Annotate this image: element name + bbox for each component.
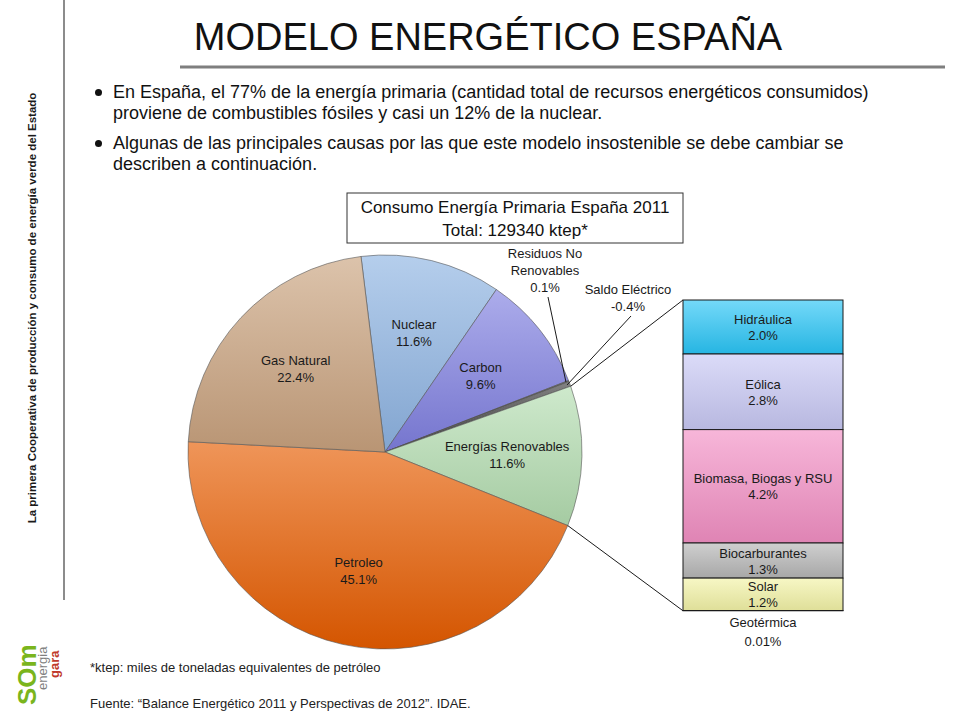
slice-category: Residuos No Renovables	[508, 246, 582, 278]
slice-value-label: 11.6%	[489, 456, 525, 471]
slice-category: Saldo Eléctrico	[585, 282, 672, 297]
segment-value-label: 4.2%	[748, 487, 778, 502]
slice-value-label: -0.4%	[611, 299, 645, 314]
sidebar-rule	[63, 0, 65, 600]
connector-line	[571, 300, 683, 386]
breakdown-segment	[683, 610, 843, 611]
label-line: Nuclear	[392, 317, 437, 332]
logo-text: gara	[47, 650, 62, 678]
segment-category: Hidráulica	[734, 312, 793, 327]
pie-chart: Consumo Energía Primaria España 2011 Tota…	[188, 193, 683, 649]
label-line: Saldo Eléctrico	[585, 282, 672, 297]
slide: La primera Cooperativa de producción y c…	[0, 0, 960, 720]
segment-category: Eólica	[745, 377, 781, 392]
bullet-item: Algunas de las principales causas por la…	[113, 133, 913, 175]
slice-category: Petroleo	[334, 555, 382, 570]
slice-category: Gas Natural	[261, 353, 330, 368]
segment-value-label: 2.8%	[748, 393, 778, 408]
title-rule	[180, 66, 945, 69]
breakdown-segment	[683, 430, 843, 543]
segment-category: Biomasa, Biogas y RSU	[694, 471, 833, 486]
slice-value-label: 9.6%	[466, 377, 496, 392]
segment-value-label: 1.3%	[748, 562, 778, 577]
breakdown-segment	[683, 354, 843, 430]
slice-value-label: 11.6%	[396, 334, 432, 349]
pie-slice	[188, 442, 568, 649]
breakdown-segment	[683, 543, 843, 578]
segment-value-label: 0.01%	[745, 634, 782, 649]
segment-category: Solar	[748, 579, 779, 594]
breakdown-column: Hidráulica2.0% Eólica2.8% Biomasa, Biogas …	[683, 300, 843, 649]
label-line: Energías Renovables	[445, 439, 570, 454]
pie-title-box	[347, 193, 683, 243]
segment-category: Biocarburantes	[719, 546, 807, 561]
label-line: Petroleo	[334, 555, 382, 570]
bullet-text: Algunas de las principales causas por la…	[113, 133, 843, 174]
segment-category: Geotérmica	[729, 615, 797, 630]
bullet-dot	[95, 89, 102, 96]
bullet-item: En España, el 77% de la energía primaria…	[113, 82, 913, 124]
chart-subtitle: Total: 129340 ktep*	[442, 221, 588, 240]
chart-title: Consumo Energía Primaria España 2011	[361, 198, 670, 217]
source: Fuente: “Balance Energético 2011 y Persp…	[90, 696, 471, 711]
label-line: Renovables	[511, 263, 580, 278]
leader-line	[548, 297, 566, 382]
slice-value-label: 22.4%	[277, 370, 314, 385]
slice-value-label: 45.1%	[340, 572, 377, 587]
bullet-text: En España, el 77% de la energía primaria…	[113, 82, 868, 123]
leader-line	[567, 316, 631, 385]
sidebar-text: La primera Cooperativa de producción y c…	[26, 93, 38, 524]
label-line: Gas Natural	[261, 353, 330, 368]
bullet-list: En España, el 77% de la energía primaria…	[113, 82, 913, 184]
pie-slice	[188, 256, 385, 452]
pie-slices	[188, 255, 582, 649]
footnote: *ktep: miles de toneladas equivalentes d…	[90, 660, 381, 675]
breakdown-segment	[683, 300, 843, 354]
connector-line	[568, 526, 683, 611]
slice-value-label: 0.1%	[530, 280, 560, 295]
label-line: Residuos No	[508, 246, 582, 261]
slide-title: MODELO ENERGÉTICO ESPAÑA	[194, 16, 783, 58]
segment-value-label: 1.2%	[748, 595, 778, 610]
breakdown-segment	[683, 578, 843, 610]
slice-category: Energías Renovables	[445, 439, 570, 454]
slice-category: Nuclear	[392, 317, 437, 332]
slice-category: Carbon	[459, 360, 502, 375]
segment-value-label: 2.0%	[748, 328, 778, 343]
label-line: Carbon	[459, 360, 502, 375]
bullet-dot	[95, 140, 102, 147]
